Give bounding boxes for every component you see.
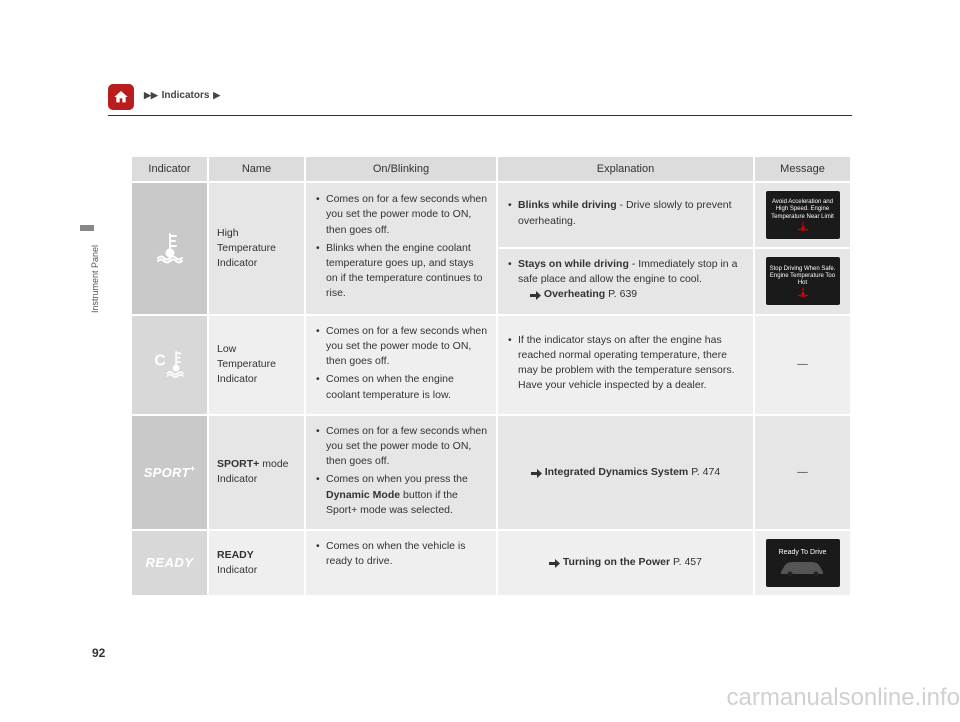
ref-arrow-icon [549,558,560,567]
side-section-label: Instrument Panel [90,245,100,313]
explanation-cell: If the indicator stays on after the engi… [498,316,753,414]
home-button[interactable] [108,84,134,110]
bullet: If the indicator stays on after the engi… [506,333,745,394]
svg-text:C: C [154,353,165,370]
msg-text: Avoid Acceleration and High Speed. Engin… [768,199,838,221]
bullet: Blinks when the engine coolant temperatu… [314,241,488,302]
header-rule [108,115,852,116]
message-thumbnail: Stop Driving When Safe. Engine Temperatu… [766,257,840,305]
message-cell: Stop Driving When Safe. Engine Temperatu… [755,249,850,314]
sport-plus-icon: SPORT+ [144,465,196,480]
ref-bold: Overheating [544,288,605,300]
msg-text: Stop Driving When Safe. Engine Temperatu… [768,266,838,288]
bullet: Comes on for a few seconds when you set … [314,424,488,470]
msg-text: Ready To Drive [779,549,827,557]
message-cell: — [755,316,850,414]
indicator-name: High Temperature Indicator [209,183,304,314]
on-blinking-cell: Comes on for a few seconds when you set … [306,183,496,314]
on-blinking-cell: Comes on for a few seconds when you set … [306,316,496,414]
ref-page: P. 457 [670,556,702,568]
table-row: High Temperature Indicator Comes on for … [132,183,850,247]
on-blinking-cell: Comes on when the vehicle is ready to dr… [306,531,496,595]
table-header-row: Indicator Name On/Blinking Explanation M… [132,157,850,181]
name-bold: READY [217,549,254,561]
high-temperature-icon [150,226,190,266]
temp-mini-icon [794,221,812,231]
table-row: SPORT+ SPORT+ mode Indicator Comes on fo… [132,416,850,529]
bullet: Comes on when the vehicle is ready to dr… [314,539,488,569]
indicator-icon-cell [132,183,207,314]
side-tab [80,225,94,231]
th-indicator: Indicator [132,157,207,181]
table-row: READY READY Indicator Comes on when the … [132,531,850,595]
ref-arrow-icon [530,290,541,299]
ready-icon: READY [145,555,193,570]
ref-bold: Turning on the Power [563,556,670,568]
bullet: Comes on for a few seconds when you set … [314,324,488,370]
explanation-cell: Integrated Dynamics System P. 474 [498,416,753,529]
page-number: 92 [92,646,105,660]
message-cell: Avoid Acceleration and High Speed. Engin… [755,183,850,247]
message-thumbnail: Avoid Acceleration and High Speed. Engin… [766,191,840,239]
ref-page: P. 474 [688,466,720,478]
message-thumbnail: Ready To Drive [766,539,840,587]
bullet-pre: Comes on when you press the [326,473,468,485]
expl-bold: Stays on while driving [518,258,629,270]
ref-page: P. 639 [605,288,637,300]
bullet: Comes on for a few seconds when you set … [314,192,488,238]
indicator-name: Low Temperature Indicator [209,316,304,414]
name-bold: SPORT+ [217,458,259,470]
home-icon [113,89,129,105]
watermark: carmanualsonline.info [727,684,960,712]
indicator-icon-cell: SPORT+ [132,416,207,529]
bullet: Stays on while driving - Immediately sto… [506,257,745,303]
indicator-icon-cell: READY [132,531,207,595]
indicators-table: Indicator Name On/Blinking Explanation M… [130,155,852,597]
bullet: Comes on when the engine coolant tempera… [314,372,488,402]
th-onblinking: On/Blinking [306,157,496,181]
indicator-name: SPORT+ mode Indicator [209,416,304,529]
message-cell: Ready To Drive [755,531,850,595]
table-row: C Low Temperature Indicator Comes on fo [132,316,850,414]
breadcrumb-title: Indicators [162,90,210,101]
indicators-table-wrapper: Indicator Name On/Blinking Explanation M… [130,155,846,597]
explanation-cell: Stays on while driving - Immediately sto… [498,249,753,314]
bullet: Comes on when you press the Dynamic Mode… [314,472,488,518]
th-message: Message [755,157,850,181]
explanation-cell: Blinks while driving - Drive slowly to p… [498,183,753,247]
breadcrumb-prefix: ▶▶ [144,90,158,100]
expl-bold: Blinks while driving [518,199,617,211]
bullet-bold: Dynamic Mode [326,489,400,501]
indicator-icon-cell: C [132,316,207,414]
ref-arrow-icon [531,468,542,477]
breadcrumb-suffix: ▶ [213,90,220,100]
explanation-cell: Turning on the Power P. 457 [498,531,753,595]
message-cell: — [755,416,850,529]
bullet: Blinks while driving - Drive slowly to p… [506,198,745,228]
car-mini-icon [777,559,829,577]
low-temperature-icon: C [150,342,190,382]
breadcrumb: ▶▶ Indicators ▶ [143,90,221,101]
indicator-name: READY Indicator [209,531,304,595]
ref-bold: Integrated Dynamics System [545,466,689,478]
name-rest: Indicator [217,564,257,576]
th-explanation: Explanation [498,157,753,181]
th-name: Name [209,157,304,181]
on-blinking-cell: Comes on for a few seconds when you set … [306,416,496,529]
temp-mini-icon [794,287,812,297]
